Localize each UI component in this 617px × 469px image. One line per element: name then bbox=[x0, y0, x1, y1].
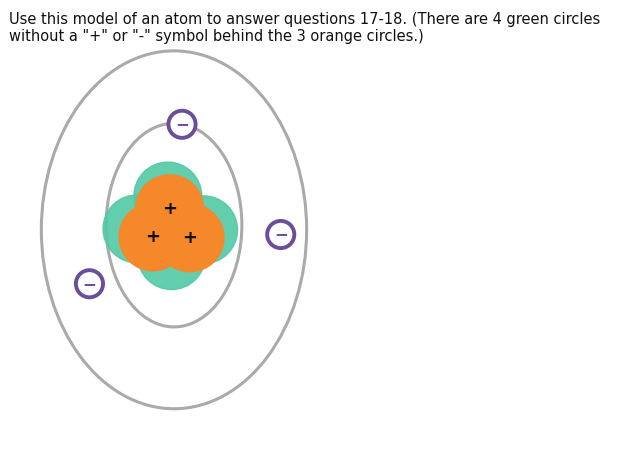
Text: −: − bbox=[83, 275, 96, 293]
Text: −: − bbox=[274, 226, 288, 243]
Text: +: + bbox=[146, 228, 160, 246]
Ellipse shape bbox=[76, 270, 103, 297]
Ellipse shape bbox=[138, 222, 205, 289]
Ellipse shape bbox=[134, 162, 202, 230]
Ellipse shape bbox=[103, 195, 171, 263]
Text: Use this model of an atom to answer questions 17-18. (There are 4 green circles
: Use this model of an atom to answer ques… bbox=[9, 12, 600, 44]
Ellipse shape bbox=[170, 196, 238, 264]
Ellipse shape bbox=[136, 175, 204, 242]
Text: −: − bbox=[175, 115, 189, 133]
Ellipse shape bbox=[156, 204, 224, 272]
Text: +: + bbox=[162, 200, 177, 218]
Ellipse shape bbox=[168, 111, 196, 138]
Ellipse shape bbox=[267, 221, 294, 248]
Ellipse shape bbox=[119, 203, 187, 271]
Text: +: + bbox=[183, 229, 197, 247]
